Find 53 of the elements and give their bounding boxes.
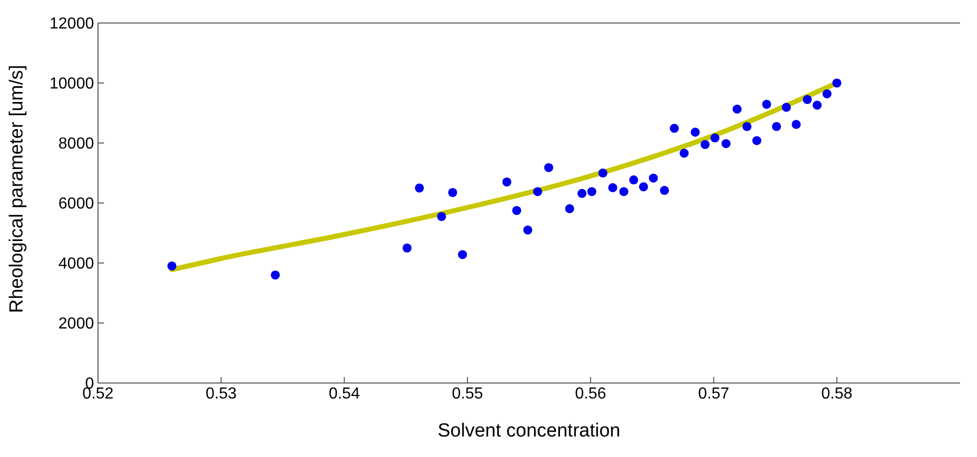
point xyxy=(639,182,648,192)
point xyxy=(167,261,176,271)
y-tick-label: 4000 xyxy=(58,256,94,273)
point xyxy=(680,148,689,158)
point xyxy=(458,250,468,260)
y-axis-title: Rheological parameter [um/s] xyxy=(6,64,28,313)
point xyxy=(732,104,742,114)
point xyxy=(670,124,679,133)
point xyxy=(660,186,669,195)
y-tick-label: 6000 xyxy=(58,196,94,213)
point xyxy=(762,100,772,109)
point xyxy=(587,187,596,196)
point xyxy=(772,122,782,132)
point xyxy=(608,183,618,192)
point xyxy=(414,183,424,193)
point xyxy=(629,175,638,184)
point xyxy=(437,212,446,222)
x-tick-label: 0.54 xyxy=(328,385,360,402)
point xyxy=(710,133,720,142)
point xyxy=(700,140,710,150)
point xyxy=(742,122,752,132)
x-axis-title: Solvent concentration xyxy=(438,420,620,442)
y-tick-label: 8000 xyxy=(58,136,94,153)
x-tick-label: 0.56 xyxy=(575,385,606,402)
point xyxy=(598,168,608,178)
point xyxy=(822,89,832,98)
point xyxy=(690,128,700,137)
point xyxy=(832,78,842,88)
point xyxy=(792,120,801,129)
point xyxy=(270,270,280,280)
point xyxy=(523,225,532,235)
point xyxy=(782,102,791,112)
y-tick-label: 12000 xyxy=(50,16,94,33)
y-tick-label: 10000 xyxy=(50,76,94,93)
point xyxy=(533,187,542,196)
point xyxy=(722,139,731,148)
point xyxy=(448,188,458,198)
y-tick-label: 2000 xyxy=(58,316,94,333)
point xyxy=(619,187,628,196)
point xyxy=(402,243,412,253)
x-tick-label: 0.57 xyxy=(698,385,730,402)
point xyxy=(648,174,658,183)
x-tick-label: 0.55 xyxy=(452,385,484,402)
point xyxy=(802,94,812,104)
point xyxy=(512,206,522,216)
x-tick-label: 0.53 xyxy=(206,385,237,402)
x-tick-label: 0.58 xyxy=(821,385,853,402)
point xyxy=(812,100,822,110)
point xyxy=(752,136,762,146)
point xyxy=(502,177,512,187)
point xyxy=(577,188,586,198)
point xyxy=(544,163,554,172)
point xyxy=(565,204,574,214)
